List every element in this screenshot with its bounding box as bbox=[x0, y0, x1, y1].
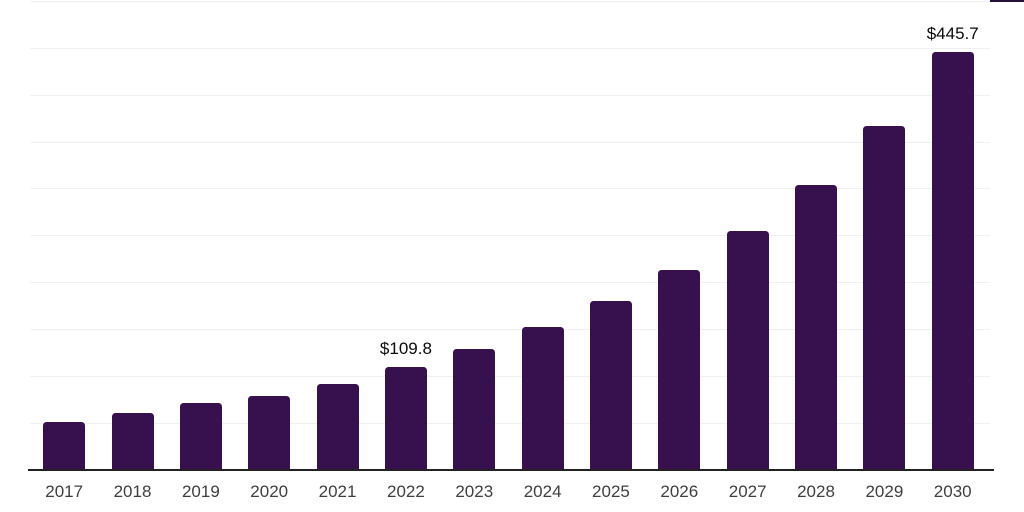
x-tick-2026: 2026 bbox=[660, 482, 699, 501]
x-tick-2023: 2023 bbox=[455, 482, 494, 501]
x-tick-2030: 2030 bbox=[933, 482, 972, 501]
gridline-450 bbox=[30, 47, 990, 49]
gridline-100 bbox=[30, 375, 990, 377]
gridline-500 bbox=[30, 1, 990, 2]
data-label-2030: $445.7 bbox=[926, 24, 979, 44]
gridline-400 bbox=[30, 94, 990, 96]
bar-2030 bbox=[931, 52, 974, 470]
bar-2024 bbox=[521, 327, 564, 470]
x-tick-2029: 2029 bbox=[865, 482, 904, 501]
x-tick-2025: 2025 bbox=[592, 482, 630, 501]
bar-2025 bbox=[589, 301, 632, 470]
x-axis-line bbox=[28, 469, 994, 471]
bar-2029 bbox=[863, 125, 906, 470]
bar-2017 bbox=[43, 422, 86, 470]
gridline-150 bbox=[30, 328, 990, 330]
bar-2028 bbox=[795, 185, 838, 470]
bar-2022 bbox=[384, 367, 427, 470]
x-tick-2021: 2021 bbox=[318, 482, 357, 501]
data-label-2022: $109.8 bbox=[379, 339, 432, 359]
bar-2018 bbox=[111, 413, 154, 470]
x-tick-2022: 2022 bbox=[387, 482, 425, 501]
x-tick-2017: 2017 bbox=[45, 482, 84, 501]
bar-2020 bbox=[248, 396, 291, 470]
gridline-250 bbox=[30, 235, 990, 237]
bar-2023 bbox=[453, 348, 496, 470]
bar-2026 bbox=[658, 269, 701, 470]
x-tick-2020: 2020 bbox=[250, 482, 289, 501]
x-tick-2024: 2024 bbox=[523, 482, 562, 501]
bar-2027 bbox=[726, 231, 769, 470]
gridline-50 bbox=[30, 422, 990, 424]
x-tick-2018: 2018 bbox=[113, 482, 152, 501]
screen-edge-artifact bbox=[990, 0, 1024, 2]
x-tick-2027: 2027 bbox=[728, 482, 767, 501]
gridline-300 bbox=[30, 188, 990, 190]
gridline-200 bbox=[30, 282, 990, 284]
bar-2021 bbox=[316, 383, 359, 470]
x-tick-2028: 2028 bbox=[797, 482, 835, 501]
x-tick-2019: 2019 bbox=[181, 482, 220, 501]
gridline-350 bbox=[30, 141, 990, 143]
bar-2019 bbox=[179, 403, 222, 470]
